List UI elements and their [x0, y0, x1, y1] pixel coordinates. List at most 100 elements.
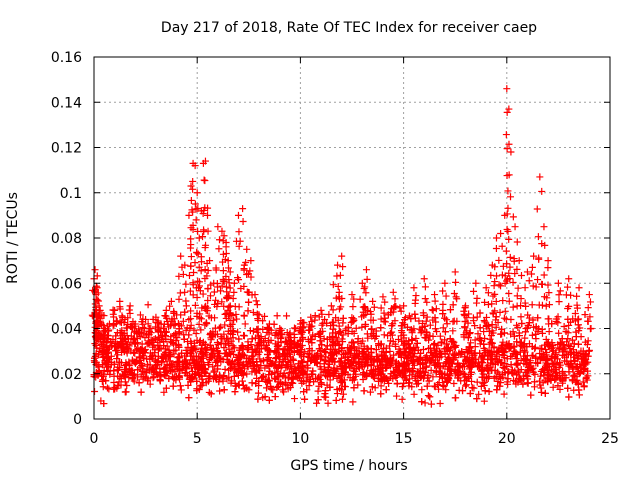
y-tick-label: 0.04 — [51, 322, 82, 338]
data-point — [554, 319, 562, 327]
data-point — [509, 278, 517, 286]
data-point — [505, 289, 513, 297]
data-point — [420, 311, 428, 319]
data-point — [450, 290, 458, 298]
data-point — [545, 328, 553, 336]
data-point — [321, 316, 329, 324]
data-point-peak — [204, 211, 212, 219]
data-point — [276, 380, 284, 388]
data-point — [263, 384, 271, 392]
data-point — [144, 301, 152, 309]
data-point — [162, 384, 170, 392]
data-point — [350, 329, 358, 337]
data-point — [573, 352, 581, 360]
data-point — [584, 317, 592, 325]
data-point — [318, 353, 326, 361]
data-point — [112, 332, 120, 340]
data-point — [473, 395, 481, 403]
data-point — [422, 328, 430, 336]
data-point — [110, 385, 118, 393]
data-point — [491, 366, 499, 374]
data-point — [229, 342, 237, 350]
data-point — [386, 362, 394, 370]
data-point — [513, 302, 521, 310]
data-point — [576, 324, 584, 332]
data-point — [584, 337, 592, 345]
data-point — [258, 337, 266, 345]
data-point — [158, 359, 166, 367]
data-point — [469, 360, 477, 368]
data-point — [361, 321, 369, 329]
data-point — [299, 334, 307, 342]
data-point — [284, 373, 292, 381]
data-point — [532, 283, 540, 291]
data-point — [100, 372, 108, 380]
data-point — [471, 343, 479, 351]
data-point — [541, 389, 549, 397]
data-point — [192, 330, 200, 338]
data-point — [113, 355, 121, 363]
data-point — [208, 332, 216, 340]
data-point — [221, 310, 229, 318]
data-point — [542, 346, 550, 354]
data-point — [354, 381, 362, 389]
data-point — [233, 315, 241, 323]
data-point — [513, 292, 521, 300]
data-point — [497, 343, 505, 351]
data-point — [196, 287, 204, 295]
data-point — [273, 312, 281, 320]
data-point — [197, 315, 205, 323]
data-point — [198, 258, 206, 266]
data-point — [571, 373, 579, 381]
data-point — [261, 393, 269, 401]
data-point — [104, 348, 112, 356]
data-point — [140, 346, 148, 354]
data-point — [141, 324, 149, 332]
data-point — [161, 332, 169, 340]
data-point — [185, 394, 193, 402]
data-point — [103, 384, 111, 392]
data-point — [513, 238, 521, 246]
data-point — [254, 332, 262, 340]
data-point-peak — [585, 291, 593, 299]
data-point — [401, 362, 409, 370]
data-point — [398, 369, 406, 377]
data-point — [225, 366, 233, 374]
data-point — [202, 241, 210, 249]
data-point — [428, 306, 436, 314]
data-point — [586, 298, 594, 306]
data-point — [229, 295, 237, 303]
data-point — [488, 300, 496, 308]
data-point — [512, 380, 520, 388]
data-point — [556, 385, 564, 393]
data-point-peak — [162, 306, 170, 314]
data-point-peak — [255, 311, 263, 319]
x-tick-label: 25 — [601, 431, 619, 447]
data-point — [291, 395, 299, 403]
data-point-peak — [243, 245, 251, 253]
data-point — [534, 276, 542, 284]
data-point-peak — [565, 275, 573, 283]
data-point — [292, 373, 300, 381]
data-point — [551, 365, 559, 373]
data-point — [220, 335, 228, 343]
data-point — [378, 371, 386, 379]
data-point-peak — [142, 315, 150, 323]
data-point — [500, 314, 508, 322]
data-point — [403, 354, 411, 362]
data-point — [500, 390, 508, 398]
data-point — [190, 356, 198, 364]
data-point — [377, 324, 385, 332]
data-point-peak — [530, 252, 538, 260]
data-point — [380, 345, 388, 353]
data-point — [475, 390, 483, 398]
data-point — [247, 273, 255, 281]
data-point — [321, 356, 329, 364]
data-point — [194, 227, 202, 235]
data-point-peak — [167, 297, 175, 305]
data-point-peak — [224, 257, 232, 265]
data-point — [500, 351, 508, 359]
data-point — [452, 278, 460, 286]
data-point — [446, 306, 454, 314]
data-point — [108, 342, 116, 350]
